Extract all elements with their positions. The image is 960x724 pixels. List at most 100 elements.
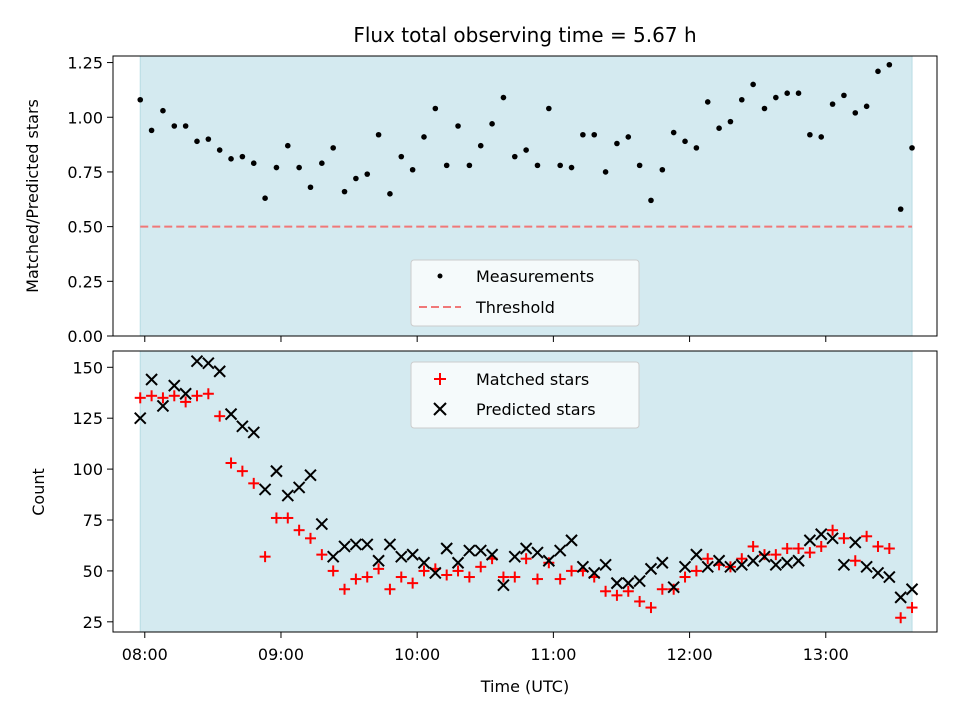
- matched-star-point: [872, 540, 884, 552]
- measurement-point: [171, 123, 178, 129]
- predicted-star-point: [145, 373, 158, 386]
- predicted-star-point: [395, 550, 408, 563]
- measurement-point: [716, 125, 722, 131]
- predicted-star-point: [803, 534, 817, 547]
- matched-star-point: [668, 583, 680, 595]
- measurement-point: [625, 134, 632, 140]
- predicted-star-point: [474, 544, 487, 557]
- measurement-point: [875, 68, 881, 75]
- matched-star-point: [259, 551, 271, 563]
- predicted-star-point: [815, 528, 828, 541]
- measurement-point: [750, 81, 756, 88]
- predicted-star-point: [406, 548, 419, 561]
- predicted-star-point: [236, 420, 249, 433]
- bottom-y-tick-label: 100: [72, 460, 103, 479]
- measurement-point: [455, 123, 461, 129]
- x-tick-label: 10:00: [394, 645, 440, 664]
- top-x-axis-ticks: [144, 336, 827, 342]
- measurement-point: [307, 184, 314, 191]
- legend-measurements-marker: [437, 273, 443, 279]
- measurement-point: [353, 175, 359, 182]
- matched-star-point: [146, 390, 158, 402]
- measurement-point: [773, 94, 779, 101]
- predicted-star-point: [508, 550, 521, 563]
- matched-star-point: [248, 477, 260, 489]
- bottom-plot-frame: [112, 350, 938, 633]
- matched-star-point: [452, 565, 464, 577]
- matched-star-point: [815, 540, 827, 552]
- legend-matched-label: Matched stars: [476, 370, 589, 389]
- matched-star-point: [350, 573, 362, 585]
- measurement-point: [511, 153, 518, 160]
- matched-star-point: [622, 585, 634, 597]
- measurement-point: [704, 99, 711, 105]
- predicted-star-point: [871, 566, 885, 580]
- measurement-point: [364, 171, 371, 177]
- predicted-star-point: [361, 538, 374, 551]
- bottom-x-axis-ticks: 08:00 09:00 10:00 11:00 12:00 13:00: [122, 632, 849, 664]
- predicted-star-point: [849, 536, 862, 549]
- measurement-point: [863, 103, 870, 110]
- measurement-point: [500, 94, 507, 101]
- matched-star-point: [747, 540, 759, 552]
- measurement-points: [137, 61, 915, 212]
- predicted-star-point: [599, 558, 612, 572]
- top-legend-box: [410, 259, 640, 327]
- measurement-point: [262, 195, 268, 201]
- measurement-point: [330, 145, 336, 151]
- matched-star-point: [225, 457, 237, 469]
- measurement-point: [761, 105, 768, 112]
- predicted-star-point: [758, 550, 771, 563]
- matched-star-point: [395, 571, 407, 583]
- predicted-star-point: [826, 532, 839, 545]
- matched-star-point: [543, 557, 555, 569]
- matched-star-point: [304, 532, 316, 544]
- measurement-point: [148, 127, 155, 134]
- measurement-point: [829, 101, 836, 107]
- matched-star-point: [895, 612, 907, 624]
- predicted-star-point: [656, 556, 669, 569]
- matched-star-point: [509, 571, 521, 583]
- predicted-star-point: [576, 560, 590, 574]
- matched-star-point: [758, 549, 770, 561]
- measurement-point: [409, 166, 416, 173]
- matched-star-point: [497, 571, 509, 583]
- x-tick-label: 11:00: [530, 645, 576, 664]
- top-y-tick-label: 1.00: [67, 108, 103, 127]
- legend-matched-marker: [434, 373, 446, 385]
- measurement-point: [614, 140, 620, 147]
- bottom-y-tick-label: 150: [72, 358, 103, 377]
- predicted-star-point: [860, 560, 873, 574]
- predicted-star-point: [134, 411, 147, 425]
- matched-star-point: [645, 602, 657, 614]
- predicted-star-point: [531, 546, 544, 559]
- predicted-star-point: [451, 556, 465, 569]
- measurement-point: [284, 142, 291, 149]
- bottom-y-axis-ticks: 25 50 75 100 125 150: [72, 358, 113, 632]
- measurement-point: [296, 164, 302, 171]
- matched-star-point: [736, 553, 748, 565]
- predicted-star-point: [883, 570, 896, 584]
- matched-star-point: [634, 595, 646, 607]
- matched-star-point: [883, 543, 895, 555]
- matched-star-point: [373, 563, 385, 575]
- measurement-point: [443, 162, 450, 169]
- measurement-point: [432, 105, 439, 112]
- predicted-star-point: [202, 357, 215, 370]
- predicted-star-point: [837, 558, 851, 572]
- matched-star-point: [180, 396, 192, 408]
- measurement-point: [727, 118, 734, 125]
- predicted-star-point: [724, 560, 737, 574]
- matched-star-point: [384, 583, 396, 595]
- matched-star-point: [827, 524, 839, 536]
- measurement-point: [886, 61, 893, 68]
- measurement-point: [670, 129, 677, 136]
- top-y-tick-label: 0.00: [67, 327, 103, 346]
- top-y-axis-ticks: 0.00 0.25 0.50 0.75 1.00 1.25: [67, 54, 113, 346]
- measurement-point: [659, 166, 666, 173]
- predicted-star-point: [270, 464, 283, 478]
- matched-star-point: [407, 577, 419, 589]
- matched-star-point: [214, 410, 226, 422]
- matched-star-point: [520, 553, 532, 565]
